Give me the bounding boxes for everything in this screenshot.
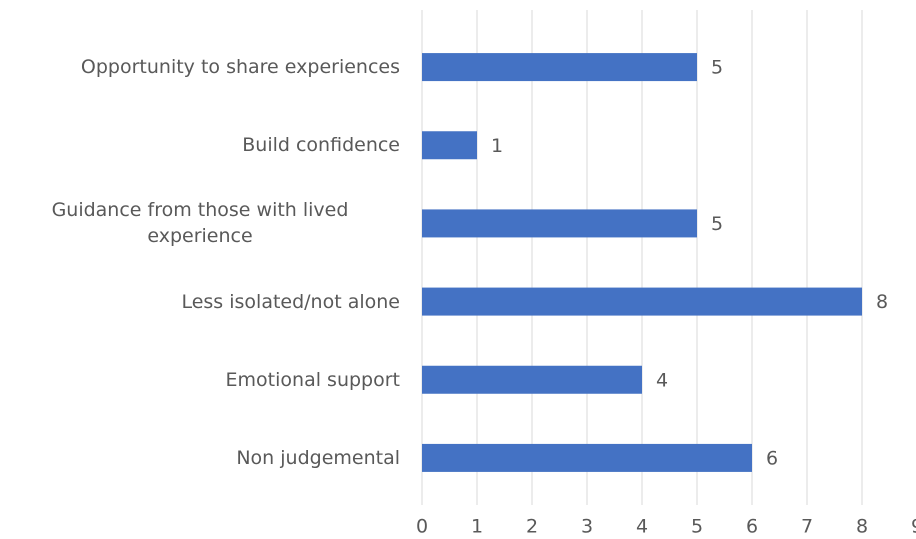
value-label: 1 — [491, 135, 503, 157]
x-tick-label: 2 — [526, 516, 538, 538]
x-tick-label: 3 — [581, 516, 593, 538]
x-tick-label: 1 — [471, 516, 483, 538]
bar — [422, 443, 752, 472]
y-tick-label: Opportunity to share experiences — [80, 56, 400, 79]
bar — [422, 131, 477, 160]
x-tick-label: 9 — [911, 516, 916, 538]
x-tick-label: 7 — [801, 516, 813, 538]
value-label: 6 — [766, 447, 778, 469]
value-label: 4 — [656, 369, 668, 391]
x-tick-label: 8 — [856, 516, 868, 538]
value-label: 5 — [711, 213, 723, 235]
y-tick-label: Less isolated/not alone — [181, 290, 400, 313]
y-tick-label: Guidance from those with lived experienc… — [51, 199, 349, 248]
y-tick-label: Non judgemental — [236, 446, 400, 469]
bar — [422, 287, 862, 316]
y-tick-label: Build confidence — [242, 134, 400, 157]
x-tick-label: 6 — [746, 516, 758, 538]
value-label: 8 — [876, 291, 888, 313]
x-tick-label: 0 — [416, 516, 428, 538]
bar — [422, 53, 697, 82]
value-label: 5 — [711, 57, 723, 79]
bar — [422, 365, 642, 394]
x-tick-label: 5 — [691, 516, 703, 538]
bar — [422, 209, 697, 238]
y-tick-label: Emotional support — [225, 368, 400, 391]
x-tick-label: 4 — [636, 516, 648, 538]
